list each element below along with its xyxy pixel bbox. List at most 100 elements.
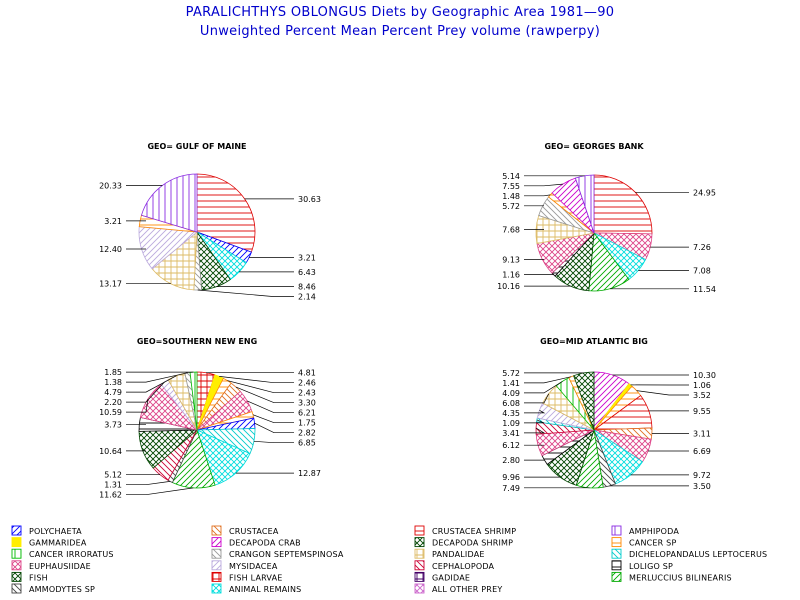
slice-value-label: 6.12 (502, 441, 520, 450)
legend-label: EUPHAUSIIDAE (29, 562, 91, 571)
label-leader-line (252, 414, 294, 424)
legend-item-polychaeta: POLYCHAETA (11, 525, 82, 536)
legend-label: AMPHIPODA (629, 527, 679, 536)
label-leader-line (524, 194, 551, 197)
label-leader-line (524, 183, 563, 187)
slice-value-label: 6.43 (298, 268, 316, 277)
legend-label: LOLIGO SP (629, 562, 673, 571)
slice-value-label: 4.09 (502, 389, 520, 398)
label-leader-line (524, 409, 546, 414)
label-leader-line (235, 386, 294, 404)
legend-item-crangon: CRANGON SEPTEMSPINOSA (211, 548, 344, 559)
label-leader-line (126, 372, 188, 383)
slice-value-label: 3.73 (104, 420, 122, 429)
slice-value-label: 3.11 (693, 430, 711, 439)
slice-value-label: 13.17 (99, 280, 122, 289)
slice-value-label: 5.14 (502, 172, 520, 181)
legend-swatch (414, 560, 425, 571)
pie-slice-amphipoda (140, 173, 198, 233)
slice-value-label: 2.80 (502, 456, 520, 465)
slice-value-label: 7.26 (693, 243, 711, 252)
pie-title: GEO=SOUTHERN NEW ENG (137, 337, 257, 346)
slice-value-label: 24.95 (693, 188, 716, 197)
slice-value-label: 2.43 (298, 389, 316, 398)
slice-value-label: 3.21 (298, 254, 316, 263)
slice-value-label: 2.20 (104, 398, 122, 407)
legend-swatch (211, 571, 222, 582)
legend-item-decapoda_shrimp: DECAPODA SHRIMP (414, 537, 513, 548)
legend-label: ALL OTHER PREY (432, 585, 502, 594)
slice-value-label: 30.63 (298, 195, 321, 204)
slice-value-label: 1.75 (298, 419, 316, 428)
legend-swatch (211, 548, 222, 559)
slice-value-label: 3.41 (502, 429, 520, 438)
legend-swatch (211, 525, 222, 536)
slice-value-label: 10.16 (497, 282, 520, 291)
legend-swatch (11, 583, 22, 594)
pie-title: GEO= GEORGES BANK (544, 142, 644, 151)
legend-label: FISH (29, 573, 48, 582)
legend-swatch (414, 548, 425, 559)
slice-value-label: 6.21 (298, 409, 316, 418)
legend-item-gammaridea: GAMMARIDEA (11, 537, 87, 548)
legend-swatch (414, 571, 425, 582)
legend-item-mysidacea: MYSIDACEA (211, 560, 278, 571)
slice-value-label: 1.38 (104, 378, 122, 387)
legend-label: GADIDAE (432, 573, 470, 582)
legend-item-crustacea: CRUSTACEA (211, 525, 279, 536)
label-leader-line (126, 381, 165, 403)
legend-label: FISH LARVAE (229, 573, 283, 582)
label-leader-line (524, 427, 546, 434)
legend-swatch (11, 560, 22, 571)
slice-value-label: 20.33 (99, 181, 122, 190)
legend-label: CRUSTACEA SHRIMP (432, 527, 516, 536)
slice-value-label: 7.49 (502, 484, 520, 493)
slice-value-label: 6.69 (693, 447, 711, 456)
legend-label: DECAPODA CRAB (229, 539, 301, 548)
legend-swatch (611, 525, 622, 536)
pie-chart: GEO=MID ATLANTIC BIG 10.301.063.52 9.55 3.1… (502, 337, 716, 493)
legend-swatch (11, 525, 22, 536)
legend-swatch (611, 548, 622, 559)
legend-item-amphipoda: AMPHIPODA (611, 525, 679, 536)
slice-value-label: 12.87 (298, 469, 321, 478)
legend-label: DICHELOPANDALUS LEPTOCERUS (629, 550, 767, 559)
legend-swatch (11, 571, 22, 582)
legend-swatch (414, 537, 425, 548)
slice-value-label: 3.52 (693, 391, 711, 400)
legend-swatch (611, 560, 622, 571)
slice-value-label: 11.54 (693, 285, 716, 294)
legend-item-loligo: LOLIGO SP (611, 560, 673, 571)
slice-value-label: 10.64 (99, 447, 122, 456)
legend-item-crustacea_shrimp: CRUSTACEA SHRIMP (414, 525, 516, 536)
pie-slice-crustacea_shrimp (196, 173, 256, 253)
slice-value-label: 1.06 (693, 381, 711, 390)
label-leader-line (227, 380, 294, 394)
label-leader-line (126, 398, 149, 413)
legend-swatch (414, 583, 425, 594)
slice-value-label: 9.72 (693, 471, 711, 480)
label-leader-line (524, 393, 550, 404)
legend-label: MYSIDACEA (229, 562, 278, 571)
slice-value-label: 5.72 (502, 369, 520, 378)
legend-item-dichelopandalus: DICHELOPANDALUS LEPTOCERUS (611, 548, 767, 559)
legend-item-decapoda_crab: DECAPODA CRAB (211, 537, 301, 548)
slice-value-label: 3.50 (693, 482, 711, 491)
slice-value-label: 9.13 (502, 255, 520, 264)
legend-label: CANCER IRRORATUS (29, 550, 114, 559)
slice-value-label: 1.41 (502, 379, 520, 388)
slice-value-label: 4.79 (104, 388, 122, 397)
legend-label: AMMODYTES SP (29, 585, 95, 594)
legend-label: CEPHALOPODA (432, 562, 495, 571)
legend-item-merluccius: MERLUCCIUS BILINEARIS (611, 571, 732, 582)
label-leader-line (126, 481, 171, 486)
legend-swatch (211, 560, 222, 571)
slice-value-label: 1.09 (502, 419, 520, 428)
label-leader-line (254, 422, 294, 434)
slice-value-label: 7.68 (502, 225, 520, 234)
slice-value-label: 1.16 (502, 271, 520, 280)
legend-item-fish_larvae: FISH LARVAE (211, 571, 283, 582)
legend-item-fish: FISH (11, 571, 48, 582)
label-leader-line (524, 419, 545, 424)
